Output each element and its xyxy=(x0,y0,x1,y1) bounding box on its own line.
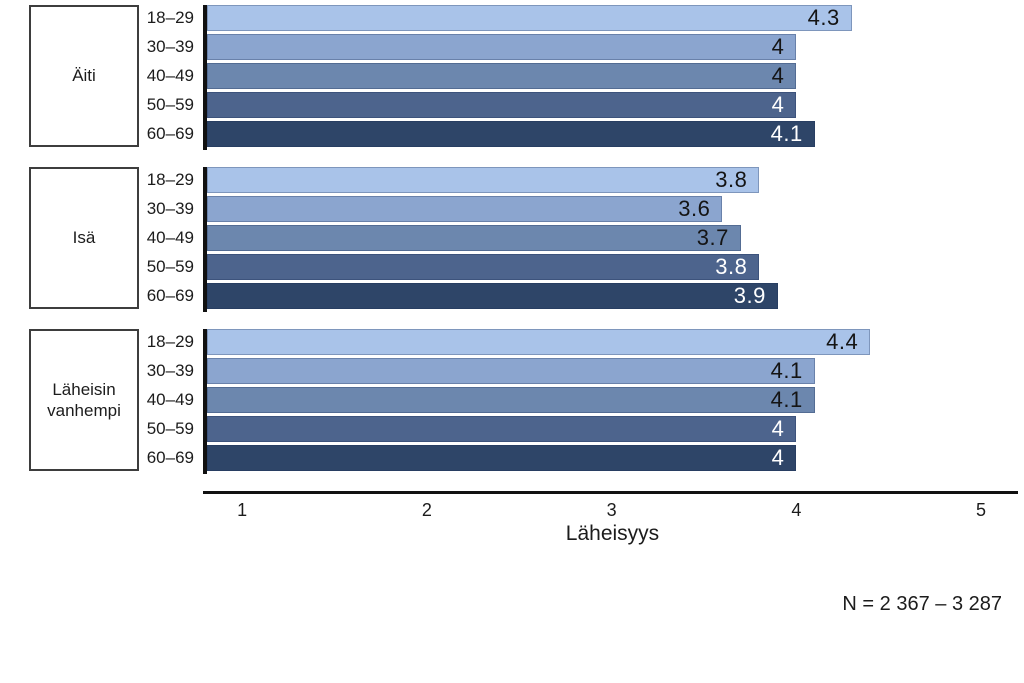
bar-value-label: 4.1 xyxy=(770,387,803,412)
bar-row: 60–69 4.1 xyxy=(139,121,1018,147)
bar-row: 40–49 3.7 xyxy=(139,225,1018,251)
bar-group: Läheisin vanhempi 18–29 4.4 30–39 4.1 40–49 4.… xyxy=(0,329,1024,474)
bar-row: 30–39 4.1 xyxy=(139,358,1018,384)
age-tick-label: 60–69 xyxy=(146,448,194,467)
bar: 3.6 xyxy=(207,196,723,222)
bar: 3.9 xyxy=(207,283,778,309)
x-tick-label: 1 xyxy=(237,500,248,520)
group-label-box: Läheisin vanhempi xyxy=(29,329,139,471)
x-tick-label: 4 xyxy=(791,500,802,520)
bar: 3.7 xyxy=(207,225,741,251)
bar: 4 xyxy=(207,63,797,89)
group-label: Läheisin vanhempi xyxy=(47,379,121,420)
bar-value-label: 4.3 xyxy=(807,5,840,30)
group-label-box: Isä xyxy=(29,167,139,309)
group-label-box: Äiti xyxy=(29,5,139,147)
bar-track: 4 xyxy=(203,63,1018,89)
bar: 3.8 xyxy=(207,254,760,280)
bar-value-label: 3.8 xyxy=(715,167,748,192)
bar-value-label: 4 xyxy=(771,416,785,441)
bar-track: 4.1 xyxy=(203,121,1018,147)
bar-value-label: 3.9 xyxy=(733,283,766,308)
bar-value-label: 4.4 xyxy=(826,329,859,354)
x-axis-ticks: 1 2 3 4 5 xyxy=(207,494,1018,521)
age-tick-label: 60–69 xyxy=(146,286,194,305)
bar-track: 3.6 xyxy=(203,196,1018,222)
age-tick-label: 50–59 xyxy=(146,419,194,438)
bar-row: 50–59 3.8 xyxy=(139,254,1018,280)
age-tick-label: 50–59 xyxy=(146,257,194,276)
bar-track: 3.8 xyxy=(203,254,1018,280)
bar-track: 4 xyxy=(203,34,1018,60)
bar-row: 50–59 4 xyxy=(139,416,1018,442)
bar-row: 50–59 4 xyxy=(139,92,1018,118)
bar-track: 4.1 xyxy=(203,387,1018,413)
bar: 4.4 xyxy=(207,329,871,355)
bar-group: Äiti 18–29 4.3 30–39 4 40–49 4 50–59 4 60–69 4.1 xyxy=(0,5,1024,150)
age-tick-label: 40–49 xyxy=(146,390,194,409)
bar-value-label: 4 xyxy=(771,445,785,470)
y-axis-spine xyxy=(203,329,207,474)
y-axis-spine xyxy=(203,167,207,312)
bar-track: 4.1 xyxy=(203,358,1018,384)
y-axis-spine xyxy=(203,5,207,150)
bar-row: 18–29 3.8 xyxy=(139,167,1018,193)
bar-track: 4.3 xyxy=(203,5,1018,31)
x-tick-label: 5 xyxy=(976,500,987,520)
bar-row: 40–49 4.1 xyxy=(139,387,1018,413)
bar-track: 3.8 xyxy=(203,167,1018,193)
group-label: Isä xyxy=(72,228,96,248)
bar: 3.8 xyxy=(207,167,760,193)
bar: 4 xyxy=(207,92,797,118)
chart-groups: Äiti 18–29 4.3 30–39 4 40–49 4 50–59 4 60–69 4.1 Is… xyxy=(0,5,1024,474)
bar-track: 4.4 xyxy=(203,329,1018,355)
bar-row: 60–69 4 xyxy=(139,445,1018,471)
bar-value-label: 4 xyxy=(771,34,785,59)
bar-track: 4 xyxy=(203,445,1018,471)
bar: 4.1 xyxy=(207,358,815,384)
age-tick-label: 50–59 xyxy=(146,95,194,114)
bar: 4.1 xyxy=(207,121,815,147)
age-tick-label: 30–39 xyxy=(146,361,194,380)
age-tick-label: 40–49 xyxy=(146,228,194,247)
bar-row: 18–29 4.3 xyxy=(139,5,1018,31)
bar-value-label: 4 xyxy=(771,63,785,88)
x-tick-label: 3 xyxy=(606,500,617,520)
age-tick-label: 60–69 xyxy=(146,124,194,143)
bar: 4 xyxy=(207,445,797,471)
bar-track: 3.9 xyxy=(203,283,1018,309)
bar: 4.1 xyxy=(207,387,815,413)
bar-track: 3.7 xyxy=(203,225,1018,251)
bar-track: 4 xyxy=(203,416,1018,442)
x-axis-line xyxy=(203,491,1018,494)
bar-track: 4 xyxy=(203,92,1018,118)
bar-row: 40–49 4 xyxy=(139,63,1018,89)
x-axis-title: Läheisyys xyxy=(565,522,660,545)
age-tick-label: 40–49 xyxy=(146,66,194,85)
age-tick-label: 18–29 xyxy=(146,170,194,189)
bar-row: 30–39 4 xyxy=(139,34,1018,60)
bar: 4 xyxy=(207,416,797,442)
age-tick-label: 30–39 xyxy=(146,199,194,218)
age-tick-label: 30–39 xyxy=(146,37,194,56)
bar-group: Isä 18–29 3.8 30–39 3.6 40–49 3.7 50–59 3.8 60–69… xyxy=(0,167,1024,312)
bar-row: 60–69 3.9 xyxy=(139,283,1018,309)
age-tick-label: 18–29 xyxy=(146,332,194,351)
x-tick-label: 2 xyxy=(421,500,432,520)
bar: 4 xyxy=(207,34,797,60)
bar-value-label: 3.8 xyxy=(715,254,748,279)
group-label: Äiti xyxy=(72,66,96,86)
sample-size-note: N = 2 367 – 3 287 xyxy=(842,593,1002,615)
bar-row: 18–29 4.4 xyxy=(139,329,1018,355)
bar-value-label: 3.7 xyxy=(696,225,729,250)
bar-value-label: 3.6 xyxy=(678,196,711,221)
age-tick-label: 18–29 xyxy=(146,8,194,27)
bar: 4.3 xyxy=(207,5,852,31)
bar-row: 30–39 3.6 xyxy=(139,196,1018,222)
bar-value-label: 4.1 xyxy=(770,121,803,146)
bar-value-label: 4 xyxy=(771,92,785,117)
bar-value-label: 4.1 xyxy=(770,358,803,383)
